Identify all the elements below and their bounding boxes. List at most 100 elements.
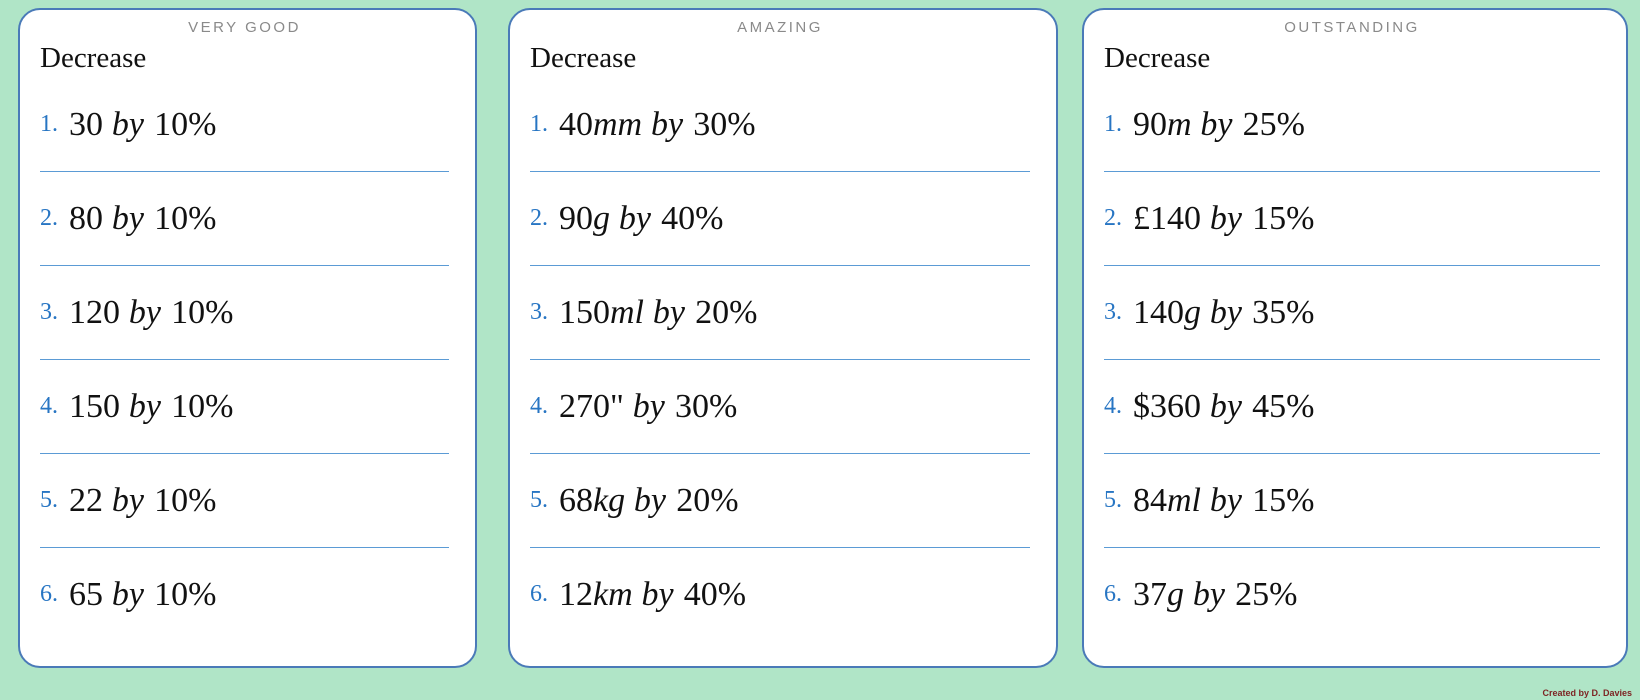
cards-row: VERY GOOD Decrease 1. 30 by 10% 2. 80 by 10%… (18, 8, 1628, 668)
problem-percent: 40% (661, 199, 724, 237)
problem-row: 4. 270" by 30% (530, 360, 1030, 454)
problem-percent: 35% (1252, 293, 1315, 331)
problem-percent: 25% (1235, 575, 1298, 613)
by-word: by (618, 199, 651, 237)
problem-percent: 10% (154, 199, 217, 237)
problem-row: 1. 30 by 10% (40, 78, 449, 172)
problem-percent: 20% (676, 481, 739, 519)
problem-value: 30 (69, 105, 103, 143)
problem-value: 140 (1150, 199, 1201, 237)
problem-list: 1. 40mm by 30% 2. 90g by 40% 3. 150ml by 20% 4… (530, 78, 1030, 641)
problem-percent: 15% (1252, 199, 1315, 237)
problem-percent: 10% (154, 105, 217, 143)
problem-row: 1. 40mm by 30% (530, 78, 1030, 172)
by-word: by (111, 199, 144, 237)
by-word: by (1209, 481, 1242, 519)
problem-value: 84 (1133, 481, 1167, 519)
card-level-label: VERY GOOD (188, 19, 301, 36)
problem-text: 37g by 25% (1133, 576, 1297, 614)
problem-unit: ml (1167, 481, 1201, 519)
card-level-label: OUTSTANDING (1284, 19, 1420, 36)
problem-row: 1. 90m by 25% (1104, 78, 1600, 172)
problem-number: 5. (530, 487, 548, 513)
problem-value: 150 (559, 293, 610, 331)
problem-percent: 30% (693, 105, 756, 143)
card-heading: Decrease (1104, 42, 1211, 74)
problem-percent: 20% (695, 293, 758, 331)
problem-row: 5. 84ml by 15% (1104, 454, 1600, 548)
problem-list: 1. 90m by 25% 2. £140 by 15% 3. 140g by 35% 4.… (1104, 78, 1600, 641)
problem-percent: 15% (1252, 481, 1315, 519)
problem-value: 80 (69, 199, 103, 237)
by-word: by (1209, 387, 1242, 425)
problem-number: 2. (1104, 205, 1122, 231)
problem-text: 30 by 10% (69, 106, 216, 144)
problem-unit: mm (593, 105, 643, 143)
by-word: by (128, 387, 161, 425)
problem-value: 150 (69, 387, 120, 425)
problem-list: 1. 30 by 10% 2. 80 by 10% 3. 120 by 10% 4. 150… (40, 78, 449, 641)
problem-text: $360 by 45% (1133, 388, 1314, 426)
problem-number: 4. (1104, 393, 1122, 419)
card-outstanding: OUTSTANDING Decrease 1. 90m by 25% 2. £140… (1082, 8, 1628, 668)
card-heading: Decrease (40, 42, 147, 74)
credit-text: Created by D. Davies (1542, 688, 1632, 698)
problem-currency: $ (1133, 387, 1150, 425)
problem-value: 90 (1133, 105, 1167, 143)
problem-text: 120 by 10% (69, 294, 233, 332)
problem-number: 2. (40, 205, 58, 231)
problem-unit: m (1167, 105, 1192, 143)
by-word: by (1200, 105, 1233, 143)
by-word: by (1192, 575, 1225, 613)
problem-number: 4. (40, 393, 58, 419)
problem-unit: g (1167, 575, 1184, 613)
problem-value: 12 (559, 575, 593, 613)
problem-row: 3. 150ml by 20% (530, 266, 1030, 360)
by-word: by (632, 387, 665, 425)
problem-percent: 10% (171, 293, 234, 331)
problem-row: 6. 65 by 10% (40, 548, 449, 641)
problem-value: 140 (1133, 293, 1184, 331)
problem-row: 2. 90g by 40% (530, 172, 1030, 266)
problem-unit: kg (593, 481, 626, 519)
problem-text: 270" by 30% (559, 388, 737, 426)
card-heading: Decrease (530, 42, 637, 74)
problem-value: 22 (69, 481, 103, 519)
problem-percent: 10% (154, 575, 217, 613)
problem-text: 90m by 25% (1133, 106, 1305, 144)
problem-row: 2. 80 by 10% (40, 172, 449, 266)
by-word: by (128, 293, 161, 331)
problem-row: 3. 120 by 10% (40, 266, 449, 360)
by-word: by (111, 105, 144, 143)
problem-number: 5. (1104, 487, 1122, 513)
problem-unit: ml (610, 293, 644, 331)
problem-value: 40 (559, 105, 593, 143)
problem-row: 5. 68kg by 20% (530, 454, 1030, 548)
problem-number: 6. (40, 581, 58, 607)
problem-number: 3. (530, 299, 548, 325)
problem-number: 6. (530, 581, 548, 607)
problem-number: 3. (1104, 299, 1122, 325)
by-word: by (111, 575, 144, 613)
problem-text: 84ml by 15% (1133, 482, 1314, 520)
problem-row: 6. 37g by 25% (1104, 548, 1600, 641)
problem-text: 150ml by 20% (559, 294, 757, 332)
problem-text: 80 by 10% (69, 200, 216, 238)
problem-value: 120 (69, 293, 120, 331)
problem-unit: g (593, 199, 610, 237)
problem-text: 65 by 10% (69, 576, 216, 614)
problem-text: 140g by 35% (1133, 294, 1314, 332)
problem-row: 6. 12km by 40% (530, 548, 1030, 641)
problem-number: 1. (40, 111, 58, 137)
problem-number: 2. (530, 205, 548, 231)
card-level-label: AMAZING (737, 19, 823, 36)
problem-number: 1. (1104, 111, 1122, 137)
problem-number: 4. (530, 393, 548, 419)
problem-percent: 40% (683, 575, 747, 613)
problem-percent: 10% (154, 481, 217, 519)
problem-value: 90 (559, 199, 593, 237)
card-very-good: VERY GOOD Decrease 1. 30 by 10% 2. 80 by 10%… (18, 8, 477, 668)
problem-text: 12km by 40% (559, 576, 746, 614)
problem-number: 5. (40, 487, 58, 513)
